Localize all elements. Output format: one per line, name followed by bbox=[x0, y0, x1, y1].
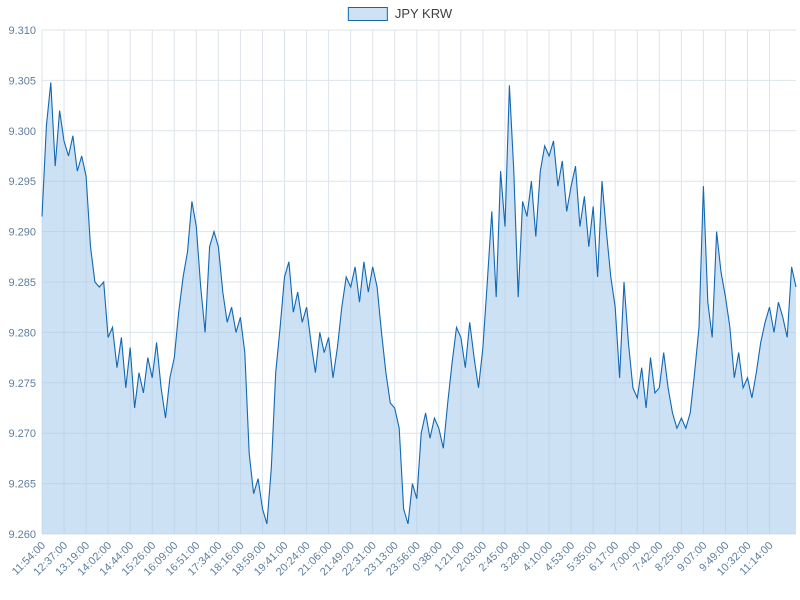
svg-text:9.280: 9.280 bbox=[8, 327, 36, 339]
area-series bbox=[41, 82, 797, 535]
svg-text:9.265: 9.265 bbox=[8, 479, 36, 491]
x-axis-labels: 11:54:0012:37:0013:19:0014:02:0014:44:00… bbox=[10, 540, 776, 579]
svg-text:9.310: 9.310 bbox=[8, 25, 36, 37]
svg-text:9.300: 9.300 bbox=[8, 126, 36, 138]
svg-text:9.290: 9.290 bbox=[8, 227, 36, 239]
svg-text:9.295: 9.295 bbox=[8, 176, 36, 188]
svg-text:9.260: 9.260 bbox=[8, 529, 36, 541]
legend-swatch bbox=[347, 6, 388, 21]
svg-text:9.305: 9.305 bbox=[8, 75, 36, 87]
legend[interactable]: JPY KRW bbox=[347, 6, 453, 21]
y-axis-labels: 9.260 9.265 9.270 9.275 9.280 9.285 9.290 9.295… bbox=[8, 25, 36, 541]
svg-text:9.270: 9.270 bbox=[8, 428, 36, 440]
legend-label: JPY KRW bbox=[394, 6, 453, 21]
svg-text:9.275: 9.275 bbox=[8, 378, 36, 390]
svg-text:9.285: 9.285 bbox=[8, 277, 36, 289]
